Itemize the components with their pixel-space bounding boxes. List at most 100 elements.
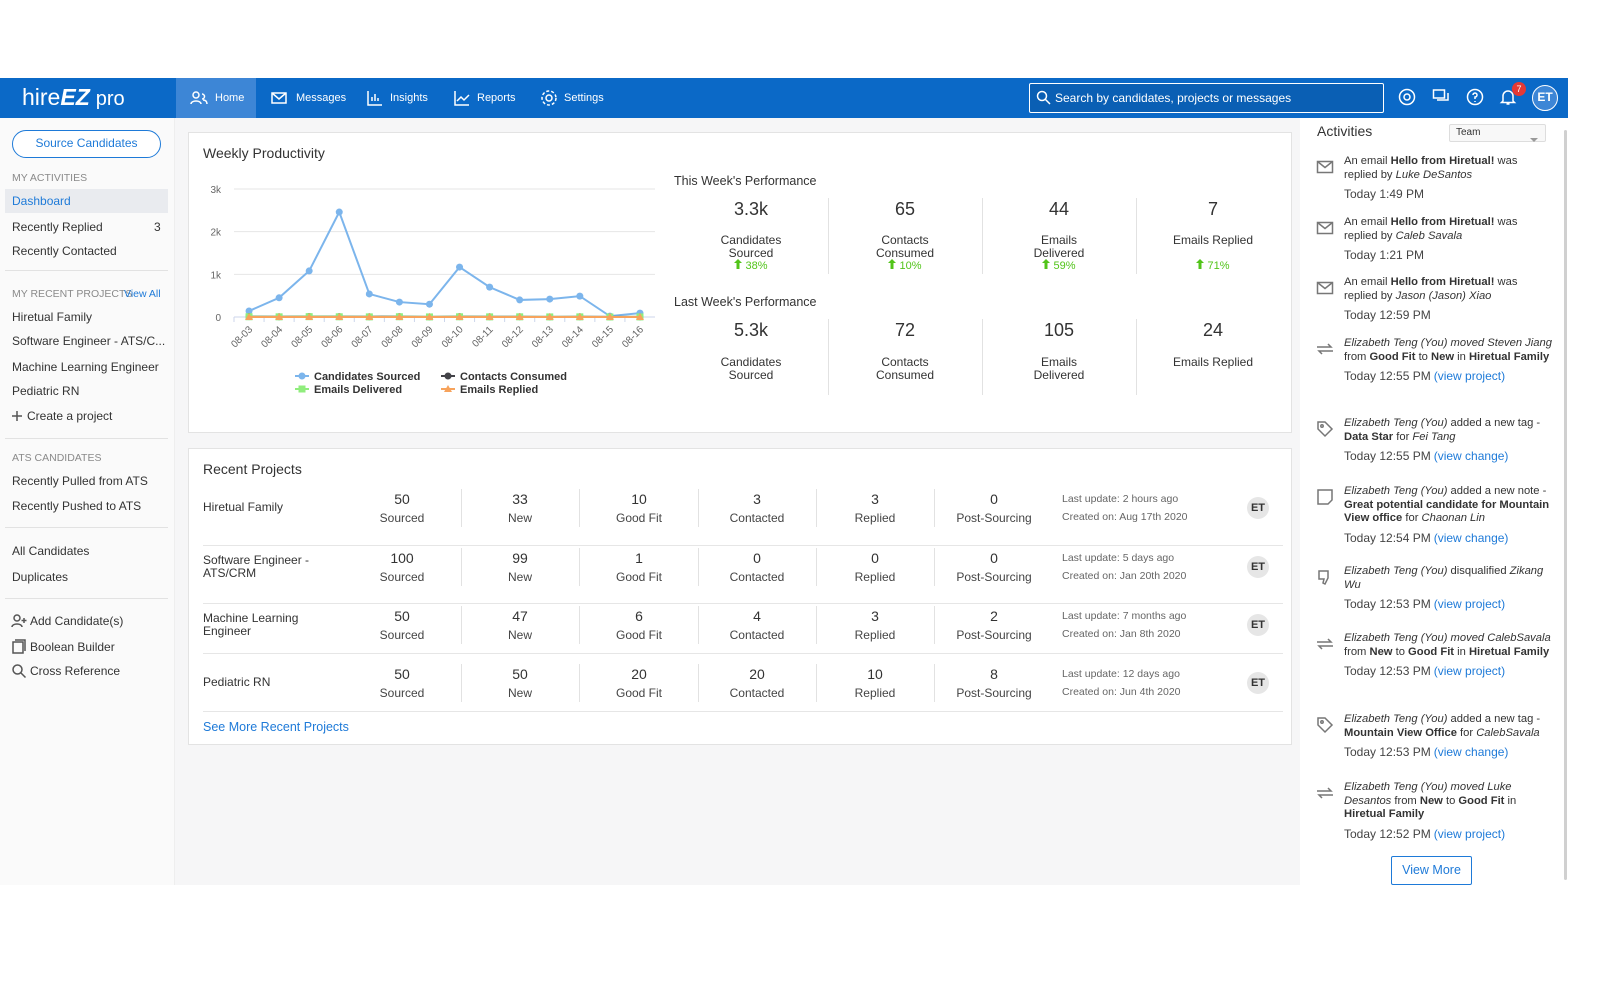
activity-text-part: was replied by — [1344, 216, 1518, 242]
owner-avatar: ET — [1247, 614, 1269, 636]
activity-link[interactable]: (view change) — [1433, 530, 1509, 545]
activity-link[interactable]: (view project) — [1433, 664, 1506, 678]
project-count: 3 — [871, 491, 879, 507]
project-count: 3 — [871, 608, 879, 624]
user-avatar[interactable]: ET — [1532, 85, 1558, 111]
sidebar-item[interactable]: Recently Replied — [12, 220, 103, 234]
stat-change-value: 71% — [1207, 260, 1230, 272]
chat-icon — [1432, 88, 1450, 106]
team-select[interactable] — [1449, 124, 1546, 142]
activity-text: Elizabeth Teng (You) added a new tag - M… — [1344, 713, 1552, 740]
section-heading: ATS CANDIDATES — [12, 452, 102, 464]
sidebar-item[interactable]: Hiretual Family — [12, 310, 93, 324]
project-count: 4 — [753, 608, 761, 624]
activity-link[interactable]: (view project) — [1433, 826, 1506, 841]
active-item-bg — [5, 189, 168, 213]
activity-icon — [1316, 158, 1334, 176]
view-more-button[interactable]: View More — [1391, 856, 1472, 885]
nav-icon — [540, 89, 558, 107]
activity-link[interactable]: (view change) — [1433, 449, 1509, 463]
activity-text-part: Elizabeth Teng (You) — [1344, 565, 1448, 577]
search-box[interactable] — [1029, 83, 1384, 113]
sidebar-item[interactable]: Recently Pushed to ATS — [12, 499, 142, 513]
project-column-label: Replied — [854, 686, 896, 700]
sidebar-item[interactable]: Boolean Builder — [30, 640, 115, 654]
project-count: 10 — [867, 666, 883, 682]
stat-divider — [1136, 319, 1137, 395]
activity-text-part: Elizabeth Teng (You) moved CalebSavala — [1344, 632, 1551, 644]
activity-text: An email Hello from Hiretual! was replie… — [1344, 216, 1552, 243]
activity-link[interactable]: (view project) — [1433, 369, 1506, 383]
activity-text-part: Hiretual Family — [1468, 645, 1550, 658]
activity-text-part: An email — [1344, 276, 1391, 288]
bell-icon — [1499, 88, 1517, 106]
project-name[interactable]: Software Engineer - ATS/CRM — [203, 552, 310, 580]
column-divider — [816, 548, 817, 586]
tool-icon — [10, 662, 28, 680]
stat-divider — [1136, 198, 1137, 274]
stat-change-value: 59% — [1053, 260, 1076, 272]
activity-text-part: Hiretual Family — [1344, 808, 1425, 820]
sidebar-item[interactable]: Dashboard — [12, 194, 71, 208]
logo-ez: EZ — [60, 84, 90, 110]
sidebar-item[interactable]: All Candidates — [12, 544, 90, 558]
sidebar-item[interactable]: Software Engineer - ATS/C... — [12, 334, 166, 348]
sidebar-item[interactable]: Pediatric RN — [12, 384, 80, 398]
column-divider — [698, 664, 699, 702]
chrome-icon — [1398, 88, 1416, 106]
activity-text-part: Good Fit — [1408, 645, 1455, 658]
nav-item[interactable]: Messages — [296, 92, 347, 104]
project-count: 20 — [749, 666, 765, 682]
stat-label: Contacts Consumed — [875, 355, 935, 382]
sidebar-item[interactable]: Create a project — [27, 409, 113, 423]
project-column-label: Post-Sourcing — [956, 511, 1032, 525]
stat-value: 44 — [1048, 199, 1070, 219]
project-count: 99 — [512, 550, 528, 566]
activity-time-text: Today 12:53 PM — [1344, 745, 1431, 759]
project-count: 50 — [394, 666, 410, 682]
stat-change: 10% — [845, 259, 965, 273]
column-divider — [698, 606, 699, 644]
project-name[interactable]: Machine Learning Engineer — [203, 610, 299, 638]
activity-link[interactable]: (view change) — [1433, 745, 1509, 759]
up-arrow — [1196, 259, 1205, 269]
project-count: 6 — [635, 608, 643, 624]
sidebar-item[interactable]: Recently Pulled from ATS — [12, 474, 148, 488]
performance-heading: This Week's Performance — [674, 174, 817, 188]
view-all-link[interactable]: View All — [124, 288, 161, 300]
activity-time: Today 12:55 PM (view change) — [1344, 449, 1552, 464]
column-divider — [461, 489, 462, 527]
project-name[interactable]: Pediatric RN — [203, 675, 271, 690]
logo: hireEZ pro — [22, 84, 125, 112]
activity-link[interactable]: (view project) — [1433, 597, 1506, 611]
sidebar-item[interactable]: Cross Reference — [30, 664, 121, 678]
activity-text-part: Hello from Hiretual! — [1390, 216, 1495, 228]
activity-text-part: Great potential candidate for Mountain V… — [1344, 498, 1550, 525]
nav-item[interactable]: Reports — [477, 92, 516, 104]
sidebar-item[interactable]: Duplicates — [12, 570, 69, 584]
help-icon — [1466, 88, 1484, 106]
project-column-label: Sourced — [379, 570, 425, 584]
activity-item: Elizabeth Teng (You) added a new tag - M… — [1344, 713, 1552, 760]
activity-text-part: in — [1454, 350, 1469, 363]
nav-item[interactable]: Home — [215, 92, 245, 104]
notification-badge: 7 — [1512, 82, 1526, 96]
activity-time-text: Today 12:55 PM — [1344, 449, 1431, 463]
stat-value: 105 — [1043, 320, 1075, 340]
sidebar-item[interactable]: Add Candidate(s) — [30, 614, 124, 628]
activity-text-part: Elizabeth Teng (You) — [1344, 417, 1448, 429]
nav-icon — [270, 89, 288, 107]
source-candidates-button[interactable]: Source Candidates — [12, 130, 161, 158]
project-name[interactable]: Hiretual Family — [203, 500, 284, 515]
stat-divider — [828, 198, 829, 274]
stat-label: Emails Delivered — [1033, 233, 1085, 260]
separator — [5, 438, 168, 439]
nav-item[interactable]: Insights — [390, 92, 428, 104]
activity-text-part: Good Fit — [1458, 794, 1505, 807]
see-more-link[interactable]: See More Recent Projects — [203, 720, 349, 734]
nav-item[interactable]: Settings — [564, 92, 604, 104]
sidebar-item[interactable]: Machine Learning Engineer — [12, 360, 159, 374]
sidebar-item[interactable]: Recently Contacted — [12, 244, 117, 258]
activity-item: Elizabeth Teng (You) moved Luke Desantos… — [1344, 781, 1552, 842]
